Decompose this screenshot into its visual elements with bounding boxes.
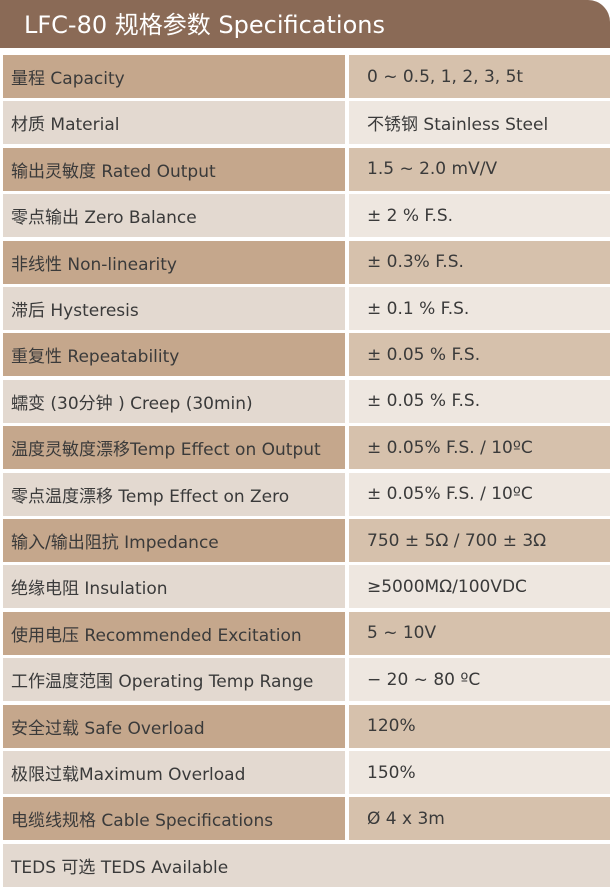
spec-value: 0 ~ 0.5, 1, 2, 3, 5t <box>349 55 610 98</box>
spec-label: 使用电压 Recommended Excitation <box>3 611 345 655</box>
spec-value: − 20 ~ 80 ºC <box>349 658 610 702</box>
spec-label: 工作温度范围 Operating Temp Range <box>3 658 345 702</box>
spec-label: 非线性 Non-linearity <box>3 240 345 284</box>
spec-value: Ø 4 x 3m <box>349 797 610 841</box>
spec-label: 安全过载 Safe Overload <box>3 704 345 748</box>
spec-label: 零点温度漂移 Temp Effect on Zero <box>3 472 345 516</box>
spec-value: 750 ± 5Ω / 700 ± 3Ω <box>349 519 610 562</box>
spec-value: 5 ~ 10V <box>349 611 610 655</box>
spec-value: 1.5 ~ 2.0 mV/V <box>349 147 610 191</box>
spec-label: 量程 Capacity <box>3 55 345 98</box>
spec-value: 120% <box>349 704 610 748</box>
spec-label: 滞后 Hysteresis <box>3 287 345 330</box>
spec-label: 温度灵敏度漂移Temp Effect on Output <box>3 426 345 470</box>
spec-label: 电缆线规格 Cable Specifications <box>3 797 345 841</box>
spec-label: 重复性 Repeatability <box>3 333 345 377</box>
spec-value: ± 0.05% F.S. / 10ºC <box>349 426 610 470</box>
spec-value: ± 2 % F.S. <box>349 194 610 238</box>
spec-label: 绝缘电阻 Insulation <box>3 565 345 609</box>
spec-value: ± 0.3% F.S. <box>349 240 610 284</box>
spec-footer: TEDS 可选 TEDS Available <box>3 843 610 887</box>
spec-value: ± 0.1 % F.S. <box>349 287 610 330</box>
header-title: LFC-80 规格参数 Specifications <box>0 0 610 48</box>
spec-value: ± 0.05 % F.S. <box>349 333 610 377</box>
spec-label: 极限过载Maximum Overload <box>3 751 345 794</box>
spec-label: 材质 Material <box>3 101 345 145</box>
spec-label: 蠕变 (30分钟 ) Creep (30min) <box>3 379 345 423</box>
spec-label: 输出灵敏度 Rated Output <box>3 147 345 191</box>
spec-label: 零点输出 Zero Balance <box>3 194 345 238</box>
spec-value: 不锈钢 Stainless Steel <box>349 101 610 145</box>
spec-value: ± 0.05% F.S. / 10ºC <box>349 472 610 516</box>
spec-value: 150% <box>349 751 610 794</box>
spec-value: ≥5000MΩ/100VDC <box>349 565 610 609</box>
spec-value: ± 0.05 % F.S. <box>349 379 610 423</box>
spec-label: 输入/输出阻抗 Impedance <box>3 519 345 562</box>
